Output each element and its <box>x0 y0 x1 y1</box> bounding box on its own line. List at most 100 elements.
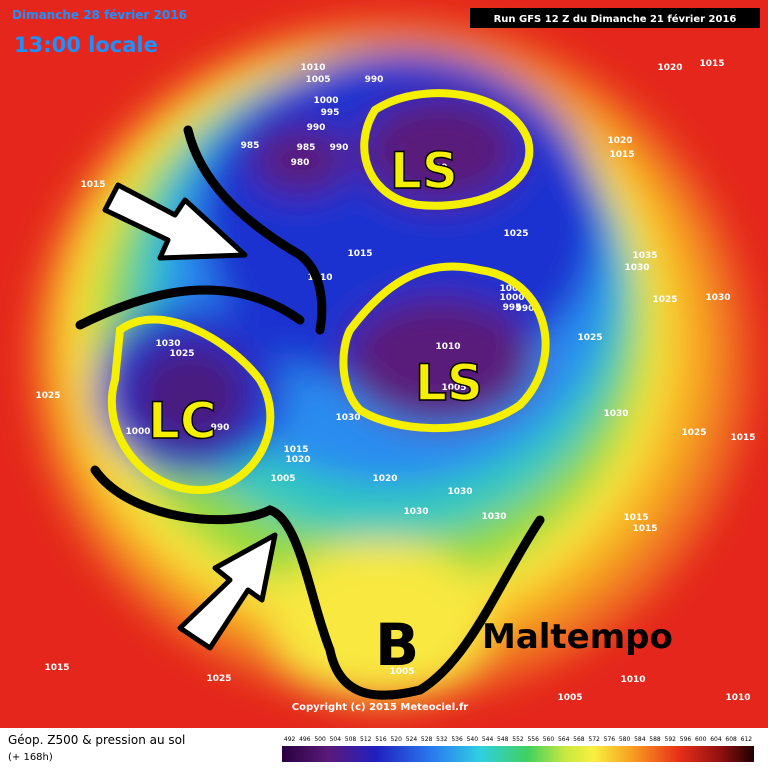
isobar-label: 1030 <box>624 263 649 273</box>
scale-label: 552 <box>512 736 524 743</box>
scale-label: 508 <box>345 736 357 743</box>
isobar-label: 1015 <box>44 663 69 673</box>
system-label: LS <box>415 354 483 412</box>
note: Maltempo <box>482 617 673 657</box>
scale-label: 564 <box>558 736 570 743</box>
trough-line <box>90 465 545 700</box>
isobar-label: 1020 <box>372 474 397 484</box>
isobar-label: 1030 <box>705 293 730 303</box>
isobar-label: 1025 <box>681 428 706 438</box>
system-labels: LS LS LC <box>147 141 483 451</box>
isobar-label: 1015 <box>80 180 105 190</box>
system-label: LS <box>390 142 458 200</box>
isobar-label: 1000 <box>125 427 150 437</box>
scale-label: 520 <box>390 736 402 743</box>
isobar-label: 1025 <box>169 349 194 359</box>
trough-line <box>75 285 305 330</box>
isobar-label: 1005 <box>557 693 582 703</box>
low-marker: B <box>375 611 419 679</box>
isobar-label: 1030 <box>335 413 360 423</box>
isobar-label: 995 <box>321 108 340 118</box>
scale-label: 528 <box>421 736 433 743</box>
isobar-label: 1025 <box>652 295 677 305</box>
isobar-label: 990 <box>307 123 326 133</box>
scale-label: 496 <box>299 736 311 743</box>
scale-label: 584 <box>634 736 646 743</box>
isobar-label: 1005 <box>305 75 330 85</box>
isobar-label: 1025 <box>206 674 231 684</box>
scale-label: 544 <box>482 736 494 743</box>
isobar-label: 1025 <box>503 229 528 239</box>
trough-line <box>183 125 327 335</box>
time: 13:00 locale <box>14 33 158 57</box>
scale-label: 516 <box>375 736 387 743</box>
scale-label: 568 <box>573 736 585 743</box>
geopotential-field <box>30 20 750 700</box>
scale-label: 556 <box>527 736 539 743</box>
isobar-label: 1010 <box>725 693 750 703</box>
scale-label: 540 <box>467 736 479 743</box>
system-outlines <box>107 89 550 495</box>
footer-title: Géop. Z500 & pression au sol <box>8 733 185 747</box>
run: Run GFS 12 Z du Dimanche 21 février 2016 <box>494 13 737 25</box>
isobar-label: 1030 <box>155 339 180 349</box>
scale-label: 512 <box>360 736 372 743</box>
isobar-label: 1030 <box>603 409 628 419</box>
isobar-label: 1015 <box>623 513 648 523</box>
isobar-label: 990 <box>429 163 448 173</box>
scale-label: 492 <box>284 736 296 743</box>
run-banner <box>470 8 760 28</box>
scale-label: 504 <box>330 736 342 743</box>
copyright: Copyright (c) 2015 Meteociel.fr <box>292 702 469 713</box>
isobar-label: 980 <box>291 158 310 168</box>
footer-lead: (+ 168h) <box>8 752 53 763</box>
scale-label: 600 <box>695 736 707 743</box>
scale-label: 588 <box>649 736 661 743</box>
date: Dimanche 28 février 2016 <box>12 8 187 22</box>
isobar-label: 1000 <box>313 96 338 106</box>
isobar-label: 990 <box>330 143 349 153</box>
isobar-label: 1020 <box>607 136 632 146</box>
scale-label: 572 <box>588 736 600 743</box>
isobar-label: 990 <box>211 423 230 433</box>
isobar-label: 1015 <box>347 249 372 259</box>
isobar-label: 995 <box>503 303 522 313</box>
scale-label: 592 <box>665 736 677 743</box>
isobar-label: 1030 <box>403 507 428 517</box>
scale-label: 604 <box>710 736 722 743</box>
isobar-label: 1030 <box>447 487 472 497</box>
isobar-label: 1025 <box>35 391 60 401</box>
scale-label: 524 <box>406 736 418 743</box>
isobar-label: 1010 <box>300 63 325 73</box>
scale-labels: 492 496 500 504 508 512 516 520 524 528 532 536 540 5… <box>284 736 752 743</box>
color-scale <box>282 746 754 762</box>
isobar-label: 1010 <box>620 675 645 685</box>
isobar-label: 1005 <box>270 474 295 484</box>
scale-label: 580 <box>619 736 631 743</box>
scale-label: 536 <box>451 736 463 743</box>
isobar-label: 1015 <box>730 433 755 443</box>
scale-label: 608 <box>725 736 737 743</box>
isobar-label: 985 <box>241 141 260 151</box>
isobar-label: 1010 <box>435 342 460 352</box>
arrow <box>177 532 278 651</box>
isobar-label: 990 <box>365 75 384 85</box>
arrows <box>102 182 278 651</box>
scale-label: 548 <box>497 736 509 743</box>
isobar-label: 1025 <box>577 333 602 343</box>
isobar-label: 1005 <box>389 667 414 677</box>
isobar-label: 1030 <box>481 512 506 522</box>
isobar-label: 1005 <box>499 284 524 294</box>
isobar-label: 1020 <box>285 455 310 465</box>
scale-label: 612 <box>741 736 753 743</box>
isobar-label: 1015 <box>283 445 308 455</box>
scale-label: 560 <box>543 736 555 743</box>
isobar-label: 985 <box>297 143 316 153</box>
isobar-label: 1015 <box>632 524 657 534</box>
trough-lines <box>75 125 545 700</box>
arrow <box>102 182 248 261</box>
isobar-label: 1015 <box>699 59 724 69</box>
isobar-label: 1015 <box>609 150 634 160</box>
scale-label: 532 <box>436 736 448 743</box>
